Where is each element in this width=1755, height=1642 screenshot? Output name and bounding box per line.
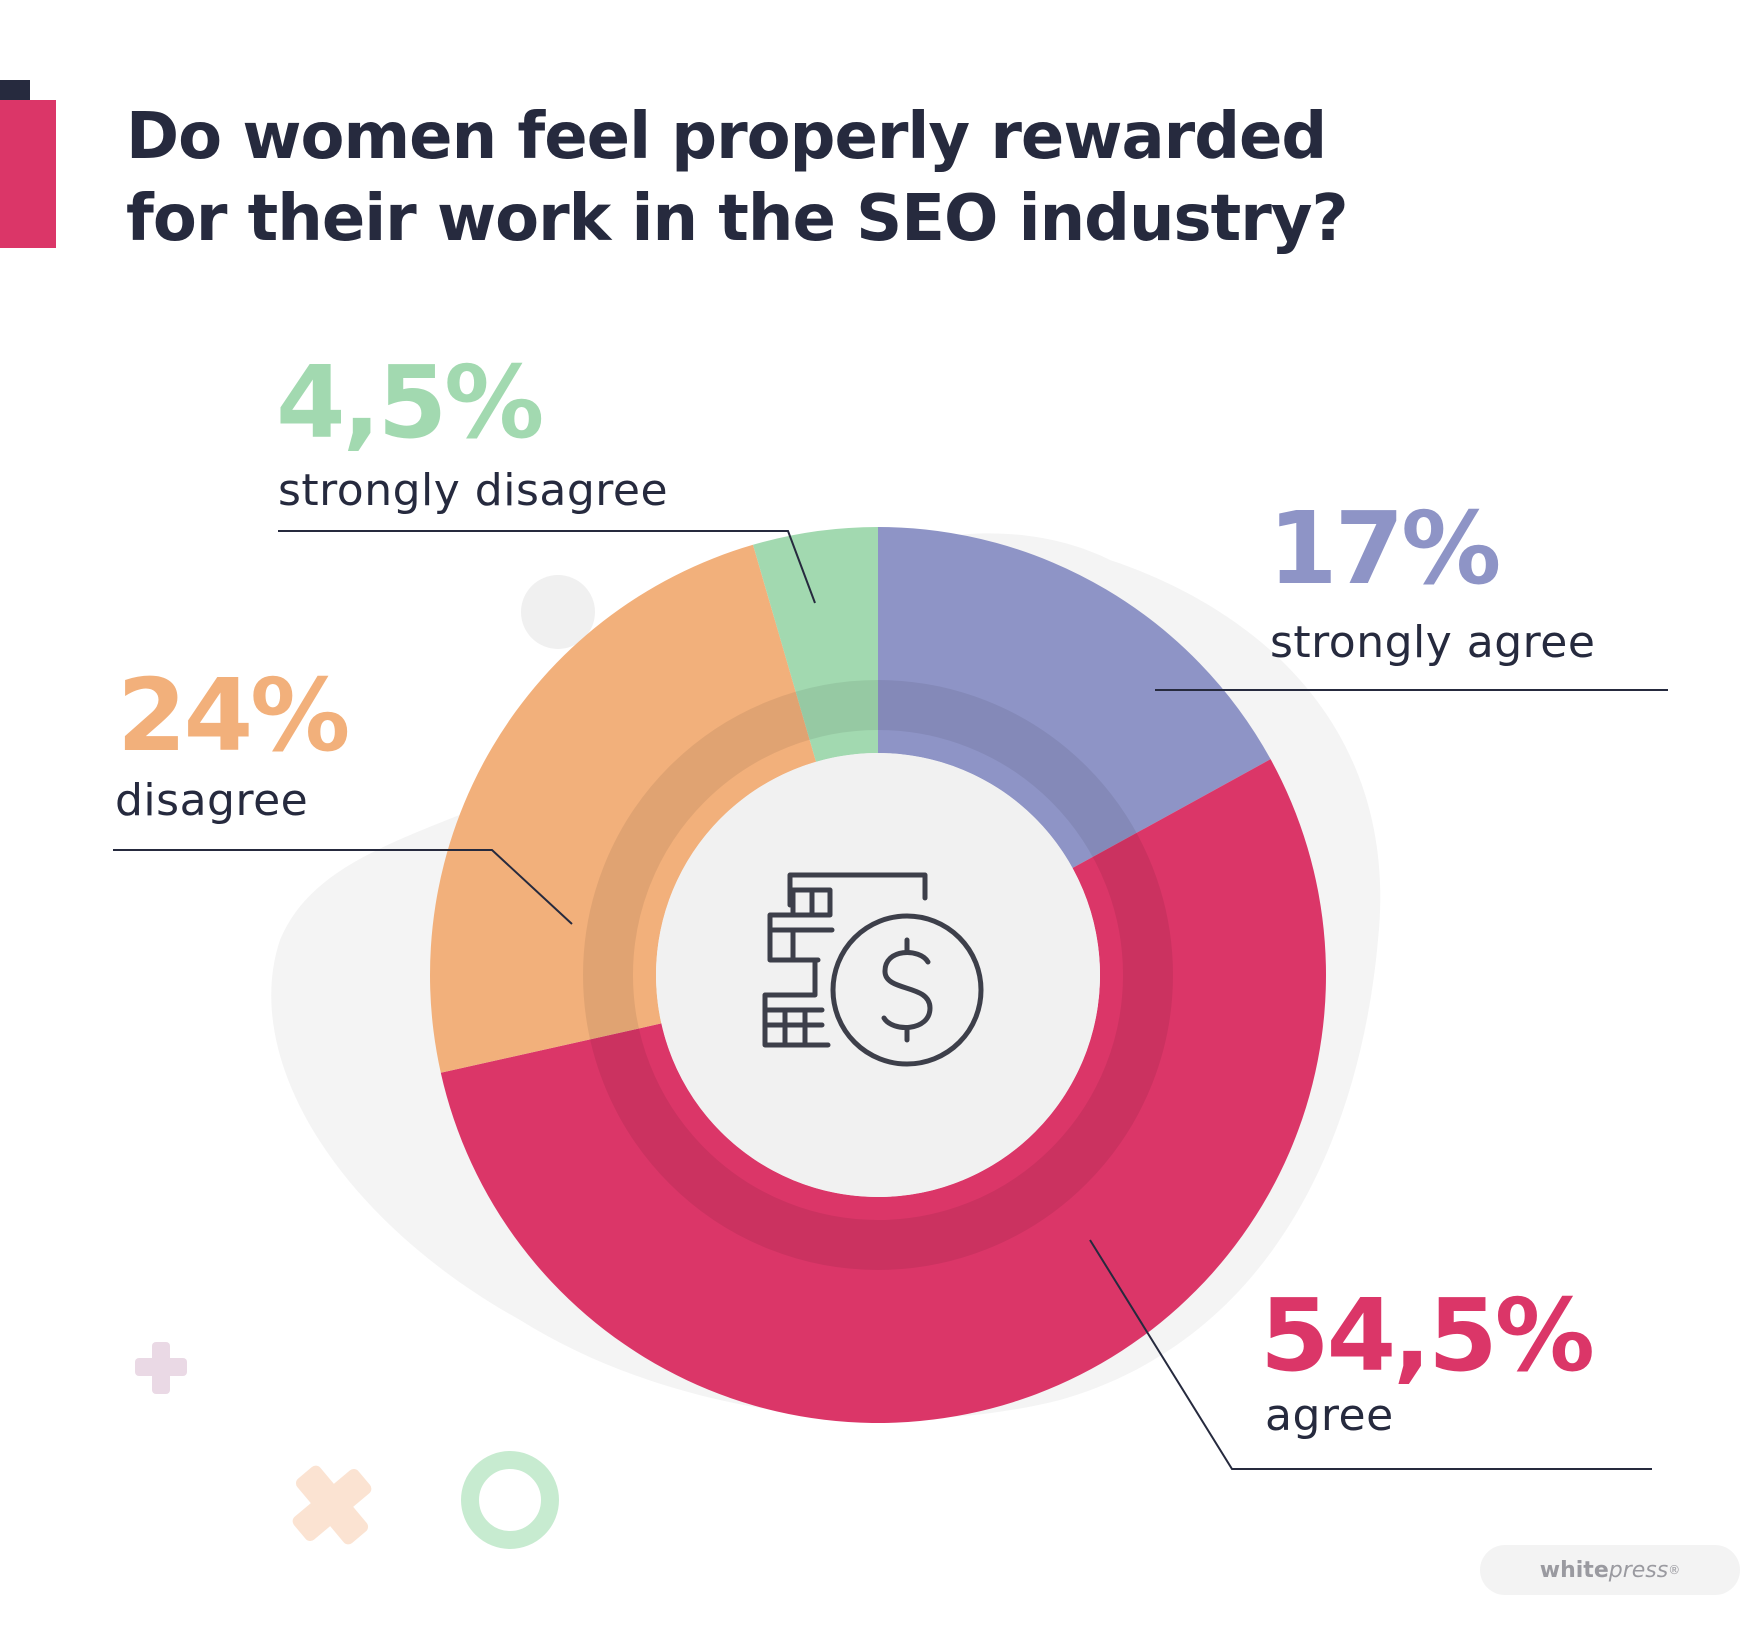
title-line-2: for their work in the SEO industry? [126, 182, 1349, 256]
value-label-strongly-disagree: 4,5% [276, 344, 542, 461]
decor-dot [521, 575, 595, 649]
logo-italic-part: press [1608, 1557, 1669, 1583]
donut-center [656, 753, 1100, 1197]
donut-slices [429, 527, 1326, 1423]
leader-line-strongly-disagree [278, 530, 816, 604]
donut-inner-shadow [583, 680, 1173, 1270]
category-label-disagree: disagree [115, 775, 308, 826]
labels: 4,5% strongly disagree 17% strongly agre… [115, 344, 1596, 1441]
slice-disagree [429, 544, 817, 1073]
leader-line-disagree [113, 849, 573, 925]
chart-title: Do women feel properly rewarded for thei… [126, 96, 1646, 260]
category-label-agree: agree [1265, 1390, 1394, 1441]
leader-line-agree [1089, 1239, 1652, 1470]
logo-registered-mark: ® [1668, 1563, 1681, 1577]
decor-ring [461, 1451, 559, 1549]
slice-strongly-agree [878, 527, 1271, 869]
coins-dollar-icon [762, 872, 984, 1067]
value-label-strongly-agree: 17% [1268, 490, 1499, 607]
leader-lines [113, 530, 1668, 1470]
slice-strongly-disagree [753, 527, 878, 762]
logo-bold-part: white [1539, 1557, 1609, 1583]
category-label-strongly-disagree: strongly disagree [278, 465, 668, 516]
category-label-strongly-agree: strongly agree [1270, 617, 1595, 668]
decor-plus-small [135, 1342, 187, 1394]
title-line-1: Do women feel properly rewarded [126, 100, 1327, 174]
slice-agree [440, 759, 1326, 1423]
decor-cross [292, 1465, 372, 1545]
whitepress-logo: white press ® [1480, 1545, 1740, 1595]
value-label-agree: 54,5% [1260, 1277, 1593, 1394]
value-label-disagree: 24% [117, 657, 348, 774]
title-accent-bar [0, 80, 56, 248]
